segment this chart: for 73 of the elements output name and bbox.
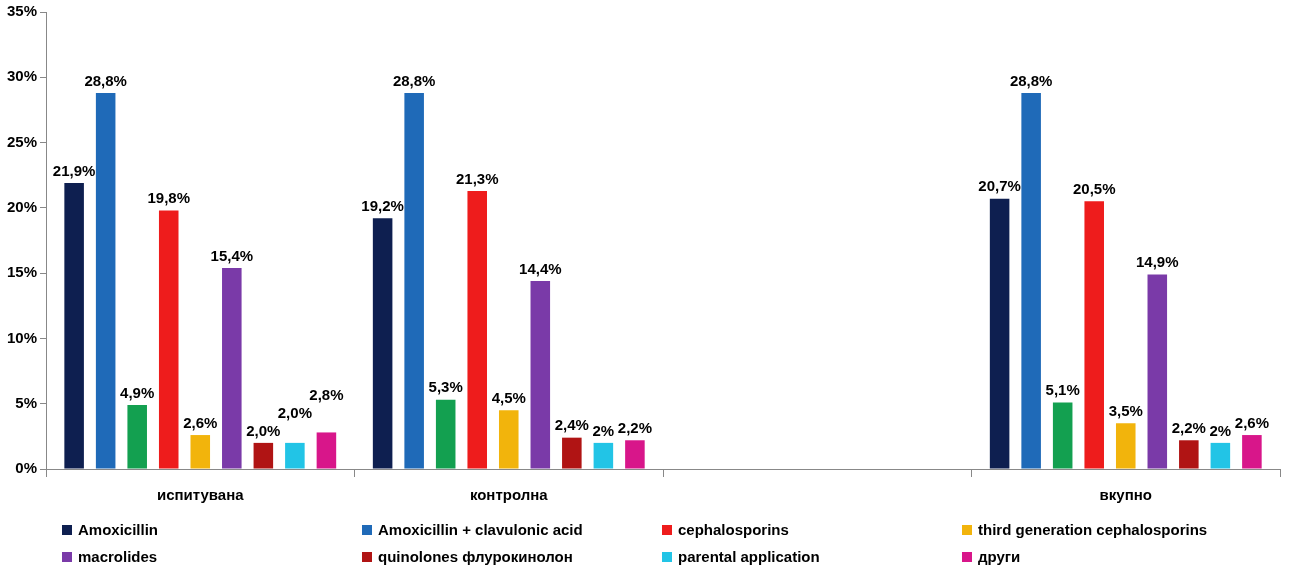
bar [253,442,274,469]
x-tick-label: контролна [469,486,549,504]
legend-label: macrolides [78,548,158,565]
bar [95,92,116,469]
data-label: 2,6% [183,413,218,431]
data-label: 21,3% [455,169,499,187]
y-tick-label: 0% [15,459,38,477]
data-label: 28,8% [392,71,436,89]
bar [316,432,337,469]
legend-label: cephalosporins [678,521,789,538]
bar [190,435,211,469]
bar [530,280,551,469]
data-label: 19,8% [147,189,191,207]
data-label: 20,7% [978,177,1021,195]
data-label: 19,2% [361,196,404,214]
bar [285,442,305,469]
data-label: 2% [592,421,615,439]
data-label: 28,8% [1009,71,1053,89]
data-label: 14,9% [1136,253,1179,271]
data-label: 2% [1209,421,1232,439]
bar [498,410,519,469]
data-label: 28,8% [84,71,127,89]
data-label: 2,2% [1171,418,1206,436]
data-label: 2,6% [1234,413,1269,431]
bar [158,210,179,469]
bar [1052,402,1073,469]
y-tick-label: 35% [6,2,38,20]
bar [989,198,1010,469]
data-label: 2,4% [554,416,589,434]
bar [222,267,242,469]
y-tick-label: 10% [6,328,38,346]
bar [625,440,645,469]
data-label: 2,8% [309,385,344,403]
legend-label: parental application [678,548,820,565]
legend-label: други [978,548,1021,565]
data-label: 2,2% [617,418,653,436]
bar [467,190,488,469]
data-label: 20,5% [1072,179,1116,197]
y-tick-label: 15% [6,263,38,281]
x-tick-label: испитувана [156,486,245,504]
legend-label: quinolones флурокинолон [378,548,573,565]
bar [64,183,84,469]
data-label: 21,9% [52,161,96,179]
data-label: 5,3% [428,378,463,396]
bar [1115,423,1136,469]
y-tick-label: 20% [6,198,38,215]
data-label: 15,4% [210,246,254,264]
y-tick-label: 30% [6,67,38,85]
bar [1210,442,1231,469]
y-tick-label: 5% [15,393,38,411]
bar [404,92,424,469]
data-label: 4,9% [120,383,155,401]
bar [127,405,147,469]
bar [1147,274,1168,469]
data-label: 2,0% [246,421,281,439]
bar [1021,92,1041,469]
y-tick-label: 25% [6,132,38,150]
data-label: 2,0% [277,403,312,421]
bar [1179,440,1199,469]
bar [593,442,614,469]
data-label: 14,4% [519,259,562,277]
legend-label: Amoxicillin [78,521,159,538]
bar [435,399,456,469]
bar [1084,201,1104,469]
data-label: 5,1% [1045,381,1080,399]
x-tick-label: вкупно [1099,486,1152,504]
bar [1242,435,1262,469]
data-label: 3,5% [1108,401,1143,419]
legend-label: third generation cephalosporins [978,521,1208,538]
bar [562,437,582,469]
data-label: 4,5% [491,388,526,406]
legend-label: Amoxicillin + clavulonic acid [378,521,583,538]
bar [372,218,393,469]
